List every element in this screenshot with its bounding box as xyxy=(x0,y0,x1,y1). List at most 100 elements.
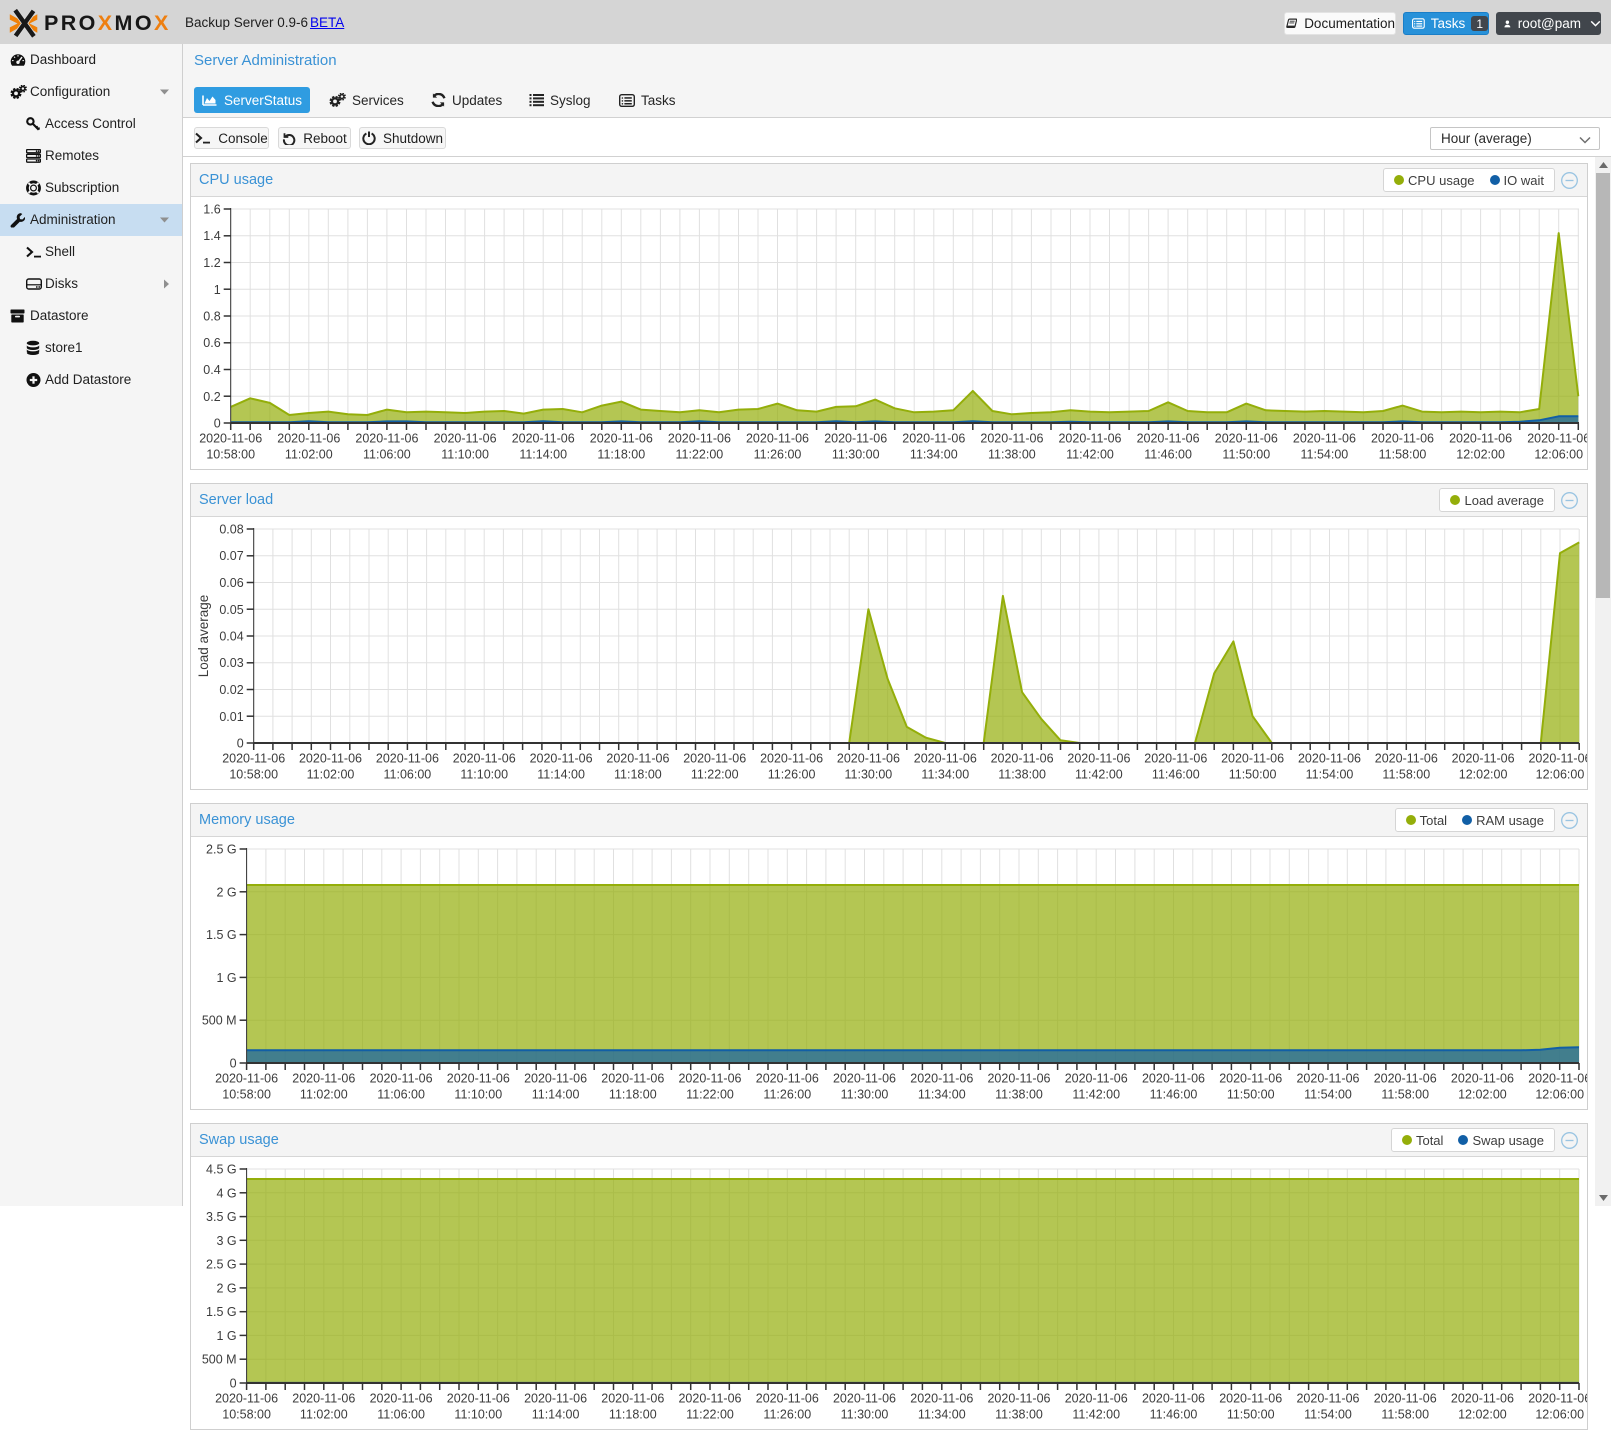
svg-text:1.5 G: 1.5 G xyxy=(206,1305,237,1319)
svg-text:11:54:00: 11:54:00 xyxy=(1304,1088,1352,1102)
svg-text:2020-11-06: 2020-11-06 xyxy=(668,432,731,446)
svg-text:2020-11-06: 2020-11-06 xyxy=(683,752,746,766)
svg-text:2020-11-06: 2020-11-06 xyxy=(524,1392,587,1406)
svg-text:2020-11-06: 2020-11-06 xyxy=(991,752,1054,766)
svg-text:2020-11-06: 2020-11-06 xyxy=(1449,432,1512,446)
svg-text:12:02:00: 12:02:00 xyxy=(1458,1088,1507,1102)
svg-text:11:30:00: 11:30:00 xyxy=(841,1408,889,1422)
svg-text:11:06:00: 11:06:00 xyxy=(377,1408,425,1422)
svg-text:11:50:00: 11:50:00 xyxy=(1227,1408,1275,1422)
svg-text:2020-11-06: 2020-11-06 xyxy=(756,1072,819,1086)
svg-text:2020-11-06: 2020-11-06 xyxy=(824,432,887,446)
svg-text:0.02: 0.02 xyxy=(219,683,243,697)
svg-text:1: 1 xyxy=(214,283,221,297)
svg-text:2020-11-06: 2020-11-06 xyxy=(1374,1392,1437,1406)
svg-text:2020-11-06: 2020-11-06 xyxy=(987,1392,1050,1406)
svg-text:11:30:00: 11:30:00 xyxy=(845,768,893,782)
svg-text:2020-11-06: 2020-11-06 xyxy=(987,1072,1050,1086)
svg-text:0.05: 0.05 xyxy=(219,603,243,617)
svg-text:11:50:00: 11:50:00 xyxy=(1229,768,1277,782)
svg-text:2020-11-06: 2020-11-06 xyxy=(1219,1392,1282,1406)
svg-text:2020-11-06: 2020-11-06 xyxy=(215,1072,278,1086)
svg-text:2020-11-06: 2020-11-06 xyxy=(453,752,516,766)
svg-text:0.6: 0.6 xyxy=(203,336,220,350)
svg-text:2020-11-06: 2020-11-06 xyxy=(299,752,362,766)
svg-text:2 G: 2 G xyxy=(216,885,236,899)
svg-text:2020-11-06: 2020-11-06 xyxy=(910,1392,973,1406)
svg-text:2020-11-06: 2020-11-06 xyxy=(512,432,575,446)
svg-text:11:54:00: 11:54:00 xyxy=(1306,768,1354,782)
svg-text:2020-11-06: 2020-11-06 xyxy=(292,1392,355,1406)
svg-text:11:34:00: 11:34:00 xyxy=(910,448,958,462)
svg-text:11:10:00: 11:10:00 xyxy=(441,448,489,462)
svg-text:11:58:00: 11:58:00 xyxy=(1379,448,1427,462)
svg-text:3 G: 3 G xyxy=(216,1234,236,1248)
svg-text:2020-11-06: 2020-11-06 xyxy=(1528,1392,1587,1406)
svg-text:2020-11-06: 2020-11-06 xyxy=(746,432,809,446)
svg-text:4 G: 4 G xyxy=(216,1186,236,1200)
svg-text:2020-11-06: 2020-11-06 xyxy=(760,752,823,766)
svg-text:2020-11-06: 2020-11-06 xyxy=(215,1392,278,1406)
svg-text:11:06:00: 11:06:00 xyxy=(363,448,411,462)
svg-text:11:42:00: 11:42:00 xyxy=(1066,448,1114,462)
svg-text:0.03: 0.03 xyxy=(219,656,243,670)
svg-text:Load average: Load average xyxy=(196,595,211,678)
svg-text:11:02:00: 11:02:00 xyxy=(300,1088,348,1102)
svg-text:2020-11-06: 2020-11-06 xyxy=(370,1392,433,1406)
svg-text:2020-11-06: 2020-11-06 xyxy=(1293,432,1356,446)
svg-text:11:50:00: 11:50:00 xyxy=(1227,1088,1275,1102)
svg-text:2020-11-06: 2020-11-06 xyxy=(756,1392,819,1406)
svg-text:0: 0 xyxy=(230,1057,237,1071)
svg-text:2020-11-06: 2020-11-06 xyxy=(1451,1072,1514,1086)
svg-text:2020-11-06: 2020-11-06 xyxy=(1451,1392,1514,1406)
svg-text:11:46:00: 11:46:00 xyxy=(1150,1088,1198,1102)
svg-text:11:02:00: 11:02:00 xyxy=(307,768,355,782)
svg-text:11:34:00: 11:34:00 xyxy=(918,1408,966,1422)
svg-text:1.2: 1.2 xyxy=(203,256,220,270)
svg-text:1 G: 1 G xyxy=(216,971,236,985)
svg-text:11:18:00: 11:18:00 xyxy=(597,448,645,462)
svg-text:2020-11-06: 2020-11-06 xyxy=(1375,752,1438,766)
svg-text:11:02:00: 11:02:00 xyxy=(285,448,333,462)
svg-text:11:22:00: 11:22:00 xyxy=(686,1088,734,1102)
svg-text:11:42:00: 11:42:00 xyxy=(1072,1088,1120,1102)
svg-text:2020-11-06: 2020-11-06 xyxy=(1374,1072,1437,1086)
svg-text:2020-11-06: 2020-11-06 xyxy=(447,1392,510,1406)
svg-text:2020-11-06: 2020-11-06 xyxy=(606,752,669,766)
svg-text:2020-11-06: 2020-11-06 xyxy=(1142,1072,1205,1086)
svg-text:2020-11-06: 2020-11-06 xyxy=(1371,432,1434,446)
svg-text:10:58:00: 10:58:00 xyxy=(222,1408,271,1422)
svg-text:11:22:00: 11:22:00 xyxy=(676,448,724,462)
svg-text:11:34:00: 11:34:00 xyxy=(921,768,969,782)
svg-text:11:18:00: 11:18:00 xyxy=(609,1408,657,1422)
svg-text:11:26:00: 11:26:00 xyxy=(763,1088,811,1102)
svg-text:2020-11-06: 2020-11-06 xyxy=(524,1072,587,1086)
svg-text:11:54:00: 11:54:00 xyxy=(1301,448,1349,462)
svg-text:2020-11-06: 2020-11-06 xyxy=(1142,1392,1205,1406)
svg-text:12:02:00: 12:02:00 xyxy=(1456,448,1505,462)
svg-text:2020-11-06: 2020-11-06 xyxy=(1221,752,1284,766)
svg-text:12:06:00: 12:06:00 xyxy=(1534,448,1583,462)
svg-text:2020-11-06: 2020-11-06 xyxy=(1296,1392,1359,1406)
svg-text:1.4: 1.4 xyxy=(203,229,220,243)
svg-text:2020-11-06: 2020-11-06 xyxy=(1067,752,1130,766)
svg-text:2020-11-06: 2020-11-06 xyxy=(910,1072,973,1086)
svg-text:2020-11-06: 2020-11-06 xyxy=(199,432,262,446)
svg-text:12:02:00: 12:02:00 xyxy=(1459,768,1508,782)
svg-text:2020-11-06: 2020-11-06 xyxy=(980,432,1043,446)
svg-text:11:42:00: 11:42:00 xyxy=(1075,768,1123,782)
svg-text:11:46:00: 11:46:00 xyxy=(1150,1408,1198,1422)
svg-text:2020-11-06: 2020-11-06 xyxy=(1065,1392,1128,1406)
svg-text:2020-11-06: 2020-11-06 xyxy=(1527,432,1587,446)
svg-text:2 G: 2 G xyxy=(216,1281,236,1295)
svg-text:11:50:00: 11:50:00 xyxy=(1222,448,1270,462)
svg-text:11:18:00: 11:18:00 xyxy=(609,1088,657,1102)
svg-text:11:22:00: 11:22:00 xyxy=(691,768,739,782)
svg-text:2020-11-06: 2020-11-06 xyxy=(601,1392,664,1406)
svg-text:11:38:00: 11:38:00 xyxy=(988,448,1036,462)
svg-text:12:06:00: 12:06:00 xyxy=(1535,1408,1584,1422)
svg-text:11:34:00: 11:34:00 xyxy=(918,1088,966,1102)
svg-text:2020-11-06: 2020-11-06 xyxy=(447,1072,510,1086)
svg-text:0.08: 0.08 xyxy=(219,523,243,537)
svg-text:11:06:00: 11:06:00 xyxy=(384,768,432,782)
